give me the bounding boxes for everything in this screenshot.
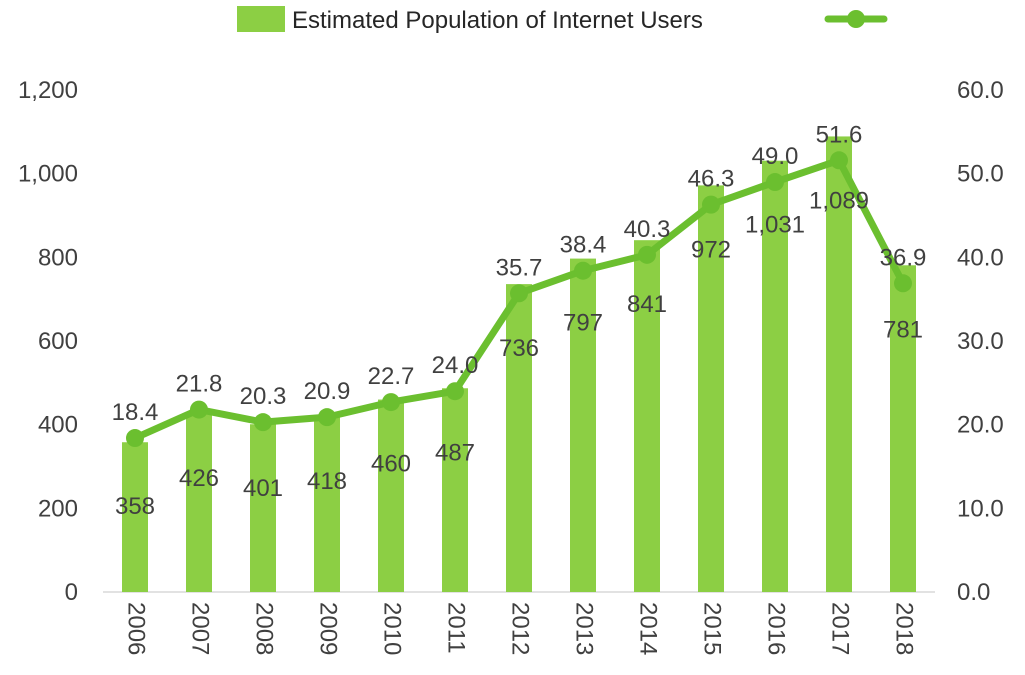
bar bbox=[890, 265, 916, 592]
line-point bbox=[894, 274, 912, 292]
x-axis-tick-label: 2017 bbox=[827, 602, 854, 655]
bar-data-label: 1,089 bbox=[809, 187, 869, 214]
right-axis-tick-label: 40.0 bbox=[957, 244, 1004, 271]
bar bbox=[250, 424, 276, 592]
line-point bbox=[446, 382, 464, 400]
bar-data-label: 736 bbox=[499, 335, 539, 362]
bar bbox=[506, 284, 532, 592]
bar-series bbox=[122, 136, 916, 592]
x-axis: 2006 2007 2008 2009 2010 2011 2012 2013 2014 2015… bbox=[103, 592, 935, 655]
line-data-label: 49.0 bbox=[752, 143, 799, 170]
right-axis-tick-label: 0.0 bbox=[957, 579, 990, 606]
x-axis-tick-label: 2006 bbox=[123, 602, 150, 655]
right-axis: 0.0 10.0 20.0 30.0 40.0 50.0 60.0 bbox=[957, 77, 1004, 606]
right-axis-tick-label: 20.0 bbox=[957, 412, 1004, 439]
line-data-label: 24.0 bbox=[432, 352, 479, 379]
x-axis-tick-label: 2015 bbox=[699, 602, 726, 655]
x-axis-tick-label: 2016 bbox=[763, 602, 790, 655]
legend: Estimated Population of Internet Users bbox=[237, 6, 884, 34]
line-point bbox=[190, 401, 208, 419]
x-axis-tick-label: 2014 bbox=[635, 602, 662, 655]
x-axis-tick-label: 2008 bbox=[251, 602, 278, 655]
bar-data-label: 460 bbox=[371, 451, 411, 478]
x-axis-tick-label: 2012 bbox=[507, 602, 534, 655]
x-axis-tick-label: 2010 bbox=[379, 602, 406, 655]
bar bbox=[314, 417, 340, 592]
line-point bbox=[254, 413, 272, 431]
line-data-label: 36.9 bbox=[880, 244, 927, 271]
legend-line-marker bbox=[847, 10, 865, 28]
bar-data-label: 358 bbox=[115, 493, 155, 520]
left-axis-tick-label: 800 bbox=[38, 244, 78, 271]
right-axis-tick-label: 50.0 bbox=[957, 161, 1004, 188]
left-axis-tick-label: 0 bbox=[65, 579, 78, 606]
left-axis-tick-label: 200 bbox=[38, 495, 78, 522]
x-axis-tick-label: 2011 bbox=[443, 602, 470, 654]
x-axis-tick-label: 2007 bbox=[187, 602, 214, 655]
bar-data-label: 841 bbox=[627, 291, 667, 318]
bar-data-label: 487 bbox=[435, 439, 475, 466]
line-data-label: 20.3 bbox=[240, 383, 287, 410]
line-data-label: 18.4 bbox=[112, 399, 159, 426]
left-axis-tick-label: 1,000 bbox=[18, 161, 78, 188]
bar-data-label: 972 bbox=[691, 236, 731, 263]
line-point bbox=[126, 429, 144, 447]
bar-data-label: 797 bbox=[563, 310, 603, 337]
left-axis: 0 200 400 600 800 1,000 1,200 bbox=[18, 77, 78, 606]
line-data-label: 40.3 bbox=[624, 216, 671, 243]
line-data-label: 35.7 bbox=[496, 254, 543, 281]
line-point bbox=[382, 393, 400, 411]
line-data-label: 51.6 bbox=[816, 121, 863, 148]
legend-bar-label: Estimated Population of Internet Users bbox=[292, 7, 703, 34]
bar bbox=[442, 388, 468, 592]
line-point bbox=[574, 262, 592, 280]
bar bbox=[186, 414, 212, 592]
bar bbox=[378, 400, 404, 592]
x-axis-tick-label: 2013 bbox=[571, 602, 598, 655]
legend-bar-swatch bbox=[237, 6, 285, 32]
line-data-label: 38.4 bbox=[560, 232, 607, 259]
line-data-label: 21.8 bbox=[176, 371, 223, 398]
line-data-label: 20.9 bbox=[304, 378, 351, 405]
x-axis-tick-label: 2009 bbox=[315, 602, 342, 655]
right-axis-tick-label: 10.0 bbox=[957, 495, 1004, 522]
line-data-label: 22.7 bbox=[368, 363, 415, 390]
bar-data-label: 401 bbox=[243, 475, 283, 502]
left-axis-tick-label: 1,200 bbox=[18, 77, 78, 104]
right-axis-tick-label: 30.0 bbox=[957, 328, 1004, 355]
line-point bbox=[510, 284, 528, 302]
line-point bbox=[638, 246, 656, 264]
bar-data-label: 426 bbox=[179, 465, 219, 492]
x-axis-tick-label: 2018 bbox=[891, 602, 918, 655]
bar-data-label: 418 bbox=[307, 468, 347, 495]
line-point bbox=[766, 173, 784, 191]
line-point bbox=[318, 408, 336, 426]
left-axis-tick-label: 600 bbox=[38, 328, 78, 355]
left-axis-tick-label: 400 bbox=[38, 412, 78, 439]
line-point bbox=[830, 151, 848, 169]
line-point bbox=[702, 196, 720, 214]
right-axis-tick-label: 60.0 bbox=[957, 77, 1004, 104]
bar-data-label: 1,031 bbox=[745, 212, 805, 239]
bar-data-label: 781 bbox=[883, 316, 923, 343]
line-data-label: 46.3 bbox=[688, 166, 735, 193]
